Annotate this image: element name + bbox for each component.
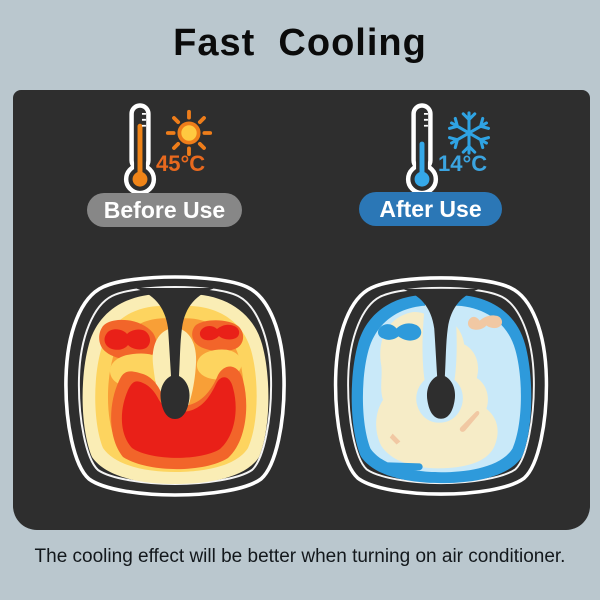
caption-text: The cooling effect will be better when t… (34, 546, 566, 567)
before-use-badge[interactable]: Before Use (87, 193, 242, 227)
cushion-before-thermal (64, 275, 286, 497)
after-temp-group: 14°C (396, 102, 600, 232)
thermometer-cold-icon (405, 103, 439, 196)
comparison-panel: 45°C 14°C Before Use After Use (13, 90, 590, 530)
sun-icon (165, 109, 213, 157)
page-title: Fast Cooling (173, 22, 427, 64)
cushion-after-thermal (333, 276, 549, 496)
thermometer-hot-icon (123, 103, 157, 196)
after-temperature: 14°C (438, 151, 488, 176)
after-use-badge[interactable]: After Use (359, 192, 502, 226)
before-temperature: 45°C (156, 151, 206, 176)
before-temp-group: 45°C (114, 102, 334, 232)
snowflake-icon (447, 111, 491, 155)
